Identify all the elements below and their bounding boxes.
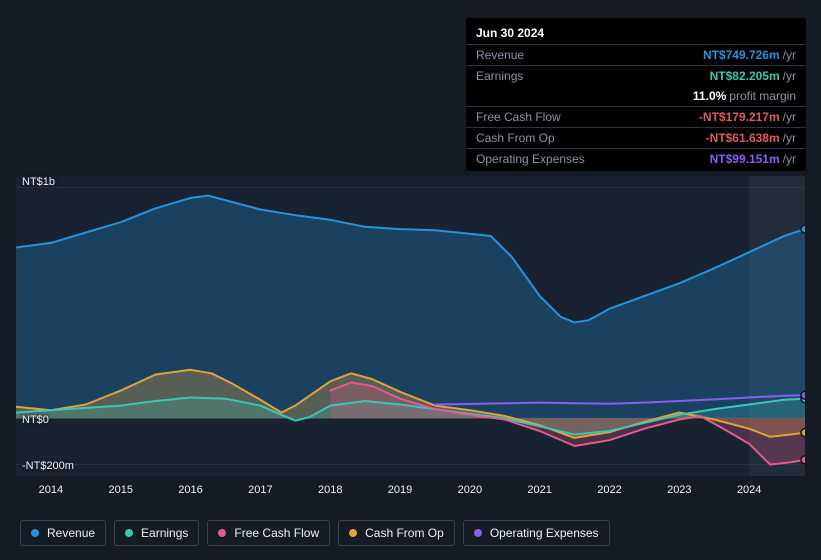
marker-cash_from_op	[801, 429, 805, 437]
x-axis-label: 2018	[318, 484, 342, 496]
legend-label: Operating Expenses	[490, 526, 599, 540]
tooltip-row: Operating Expenses NT$99.151m/yr	[466, 148, 806, 169]
tooltip-row: Free Cash Flow -NT$179.217m/yr	[466, 106, 806, 127]
x-axis-label: 2020	[458, 484, 482, 496]
tooltip-value: -NT$61.638m/yr	[706, 131, 796, 145]
legend-dot-icon	[218, 529, 226, 537]
tooltip-value: 11.0%profit margin	[693, 89, 796, 103]
legend-label: Free Cash Flow	[234, 526, 319, 540]
legend-dot-icon	[125, 529, 133, 537]
x-axis-label: 2016	[178, 484, 202, 496]
legend-item-operating_expenses[interactable]: Operating Expenses	[463, 520, 610, 546]
chart-tooltip: Jun 30 2024 Revenue NT$749.726m/yr Earning…	[466, 18, 806, 171]
x-axis-label: 2015	[108, 484, 132, 496]
tooltip-label: Cash From Op	[476, 131, 555, 145]
legend-label: Revenue	[47, 526, 95, 540]
tooltip-value: NT$82.205m/yr	[710, 69, 796, 83]
x-axis-label: 2014	[39, 484, 63, 496]
financial-chart	[16, 176, 805, 476]
tooltip-label: Earnings	[476, 69, 523, 83]
x-axis-label: 2024	[737, 484, 761, 496]
marker-free_cash_flow	[801, 456, 805, 464]
tooltip-value: NT$99.151m/yr	[710, 152, 796, 166]
legend-dot-icon	[474, 529, 482, 537]
tooltip-row: Cash From Op -NT$61.638m/yr	[466, 127, 806, 148]
tooltip-value: NT$749.726m/yr	[703, 48, 796, 62]
x-axis: 2014 2015 2016 2017 2018 2019 2020 2021 2022 2023…	[0, 484, 821, 500]
x-axis-label: 2022	[597, 484, 621, 496]
tooltip-label: Free Cash Flow	[476, 110, 561, 124]
legend-item-cash_from_op[interactable]: Cash From Op	[338, 520, 455, 546]
x-axis-label: 2019	[388, 484, 412, 496]
tooltip-row: Revenue NT$749.726m/yr	[466, 44, 806, 65]
chart-legend: Revenue Earnings Free Cash Flow Cash From O…	[20, 520, 610, 546]
x-axis-label: 2023	[667, 484, 691, 496]
x-axis-label: 2021	[527, 484, 551, 496]
y-axis-label: NT$1b	[22, 176, 55, 188]
tooltip-label: Operating Expenses	[476, 152, 585, 166]
legend-item-free_cash_flow[interactable]: Free Cash Flow	[207, 520, 330, 546]
legend-label: Earnings	[141, 526, 188, 540]
chart-canvas	[16, 176, 805, 476]
tooltip-date: Jun 30 2024	[466, 24, 806, 44]
legend-label: Cash From Op	[365, 526, 444, 540]
tooltip-value: -NT$179.217m/yr	[699, 110, 796, 124]
marker-operating_expenses	[801, 391, 805, 399]
legend-dot-icon	[349, 529, 357, 537]
marker-revenue	[801, 225, 805, 233]
legend-dot-icon	[31, 529, 39, 537]
legend-item-revenue[interactable]: Revenue	[20, 520, 106, 546]
tooltip-label: Revenue	[476, 48, 524, 62]
legend-item-earnings[interactable]: Earnings	[114, 520, 199, 546]
x-axis-label: 2017	[248, 484, 272, 496]
tooltip-row: Earnings NT$82.205m/yr	[466, 65, 806, 86]
y-axis-label: -NT$200m	[22, 460, 74, 472]
y-axis-label: NT$0	[22, 414, 49, 426]
tooltip-row: 11.0%profit margin	[466, 86, 806, 106]
